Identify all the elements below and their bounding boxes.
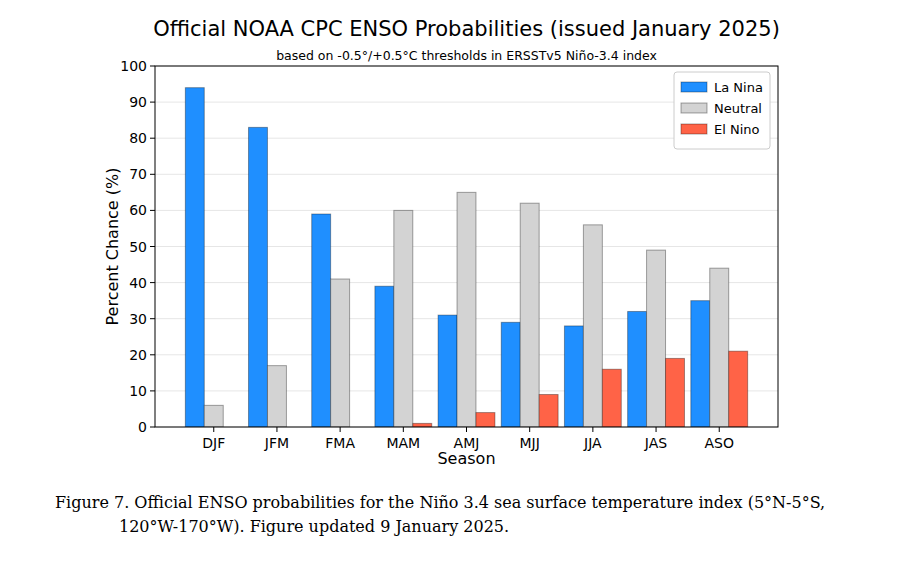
y-tick [150,174,155,175]
y-tick [150,138,155,139]
x-tick [403,427,404,432]
bar [249,127,268,427]
bar [729,351,748,427]
x-tick [276,427,277,432]
y-tick-label: 20 [129,347,147,363]
bar [312,214,331,427]
x-tick [213,427,214,432]
bar [457,192,476,427]
bar [564,326,583,427]
legend-swatch [681,82,707,92]
bar [602,369,621,427]
subtitle: based on -0.5°/+0.5°C thresholds in ERSS… [276,48,657,63]
bar [331,279,350,427]
y-tick-label: 50 [129,239,147,255]
y-axis-label: Percent Chance (%) [103,168,122,326]
caption: Figure 7. Official ENSO probabilities fo… [55,493,825,512]
bar [413,423,432,427]
bar [204,405,223,427]
y-tick-label: 60 [129,202,147,218]
x-tick-label: MAM [386,435,420,451]
y-tick [150,66,155,67]
bar [539,395,558,427]
bar [666,358,685,427]
legend-box [674,72,770,149]
y-tick [150,318,155,319]
bar [501,322,520,427]
y-tick [150,246,155,247]
legend-swatch [681,124,707,134]
x-tick-label: JJA [583,435,602,451]
bar [185,88,204,427]
x-tick [719,427,720,432]
x-tick-label: ASO [704,435,733,451]
y-tick [150,390,155,391]
y-tick [150,354,155,355]
y-tick-label: 90 [129,94,147,110]
legend: La Nina Neutral El Nino [674,72,770,149]
bar [520,203,539,427]
bar [438,315,457,427]
x-tick [529,427,530,432]
plot-frame [155,66,778,427]
bars [185,88,747,427]
caption: 120°W-170°W). Figure updated 9 January 2… [119,517,509,536]
y-tick-label: 70 [129,166,147,182]
x-tick-label: FMA [325,435,355,451]
x-tick [466,427,467,432]
y-tick [150,102,155,103]
chart: 0102030405060708090100DJFJFMFMAMAMAMJMJJ… [0,0,899,571]
y-tick-label: 0 [138,419,147,435]
bar [476,413,495,427]
legend-label: La Nina [714,80,763,95]
y-tick-label: 100 [120,58,147,74]
bar [710,268,729,427]
y-tick-label: 10 [129,383,147,399]
legend-swatch [681,103,707,113]
y-tick-label: 40 [129,275,147,291]
y-tick [150,282,155,283]
x-tick [656,427,657,432]
bar [628,311,647,427]
bar [691,301,710,427]
x-axis-label: Season [437,449,495,468]
x-tick-label: JFM [264,435,289,451]
bar [583,225,602,427]
bar [375,286,394,427]
y-tick-label: 30 [129,311,147,327]
y-tick [150,427,155,428]
title: Official NOAA CPC ENSO Probabilities (is… [153,17,780,41]
x-tick-label: DJF [202,435,225,451]
y-tick [150,210,155,211]
x-tick-label: JAS [644,435,667,451]
x-tick [592,427,593,432]
bar [647,250,666,427]
legend-label: El Nino [714,122,760,137]
x-tick-label: MJJ [520,435,540,451]
y-tick-label: 80 [129,130,147,146]
legend-label: Neutral [714,101,762,116]
bar [394,210,413,427]
x-tick [340,427,341,432]
bar [267,366,286,427]
